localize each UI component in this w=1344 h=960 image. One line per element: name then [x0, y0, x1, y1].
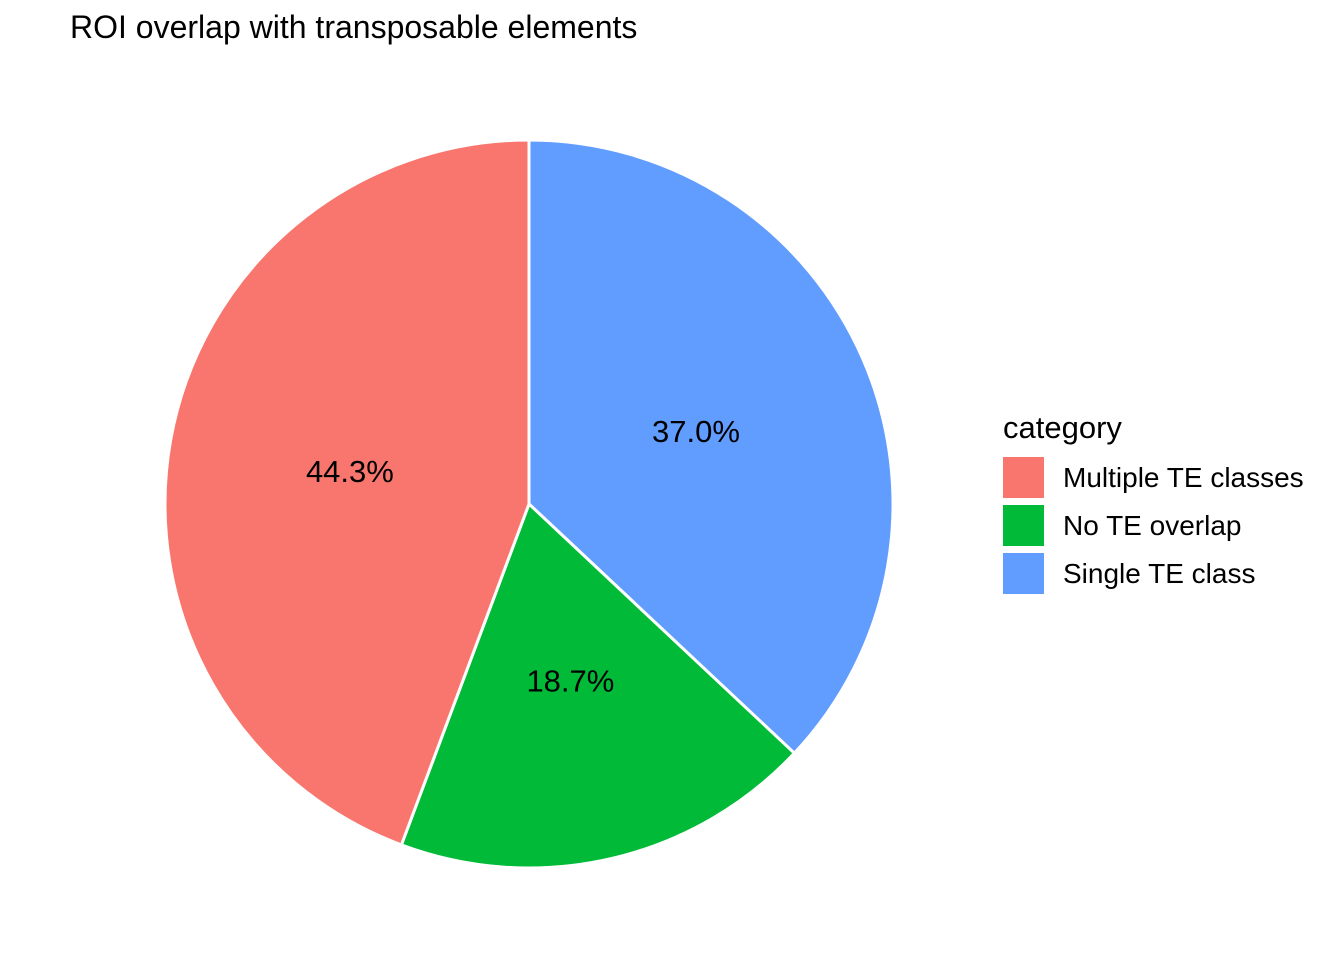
- legend-swatch-1: [1003, 505, 1044, 546]
- legend-swatch-0: [1003, 457, 1044, 498]
- chart-title: ROI overlap with transposable elements: [70, 9, 638, 45]
- legend: category Multiple TE classes No TE overl…: [1003, 412, 1304, 601]
- legend-item: Multiple TE classes: [1003, 457, 1304, 498]
- legend-label: Single TE class: [1063, 557, 1256, 589]
- legend-item: No TE overlap: [1003, 505, 1304, 546]
- pie-slice-no-te-overlap: [399, 502, 796, 870]
- pie-slice-value-label: 44.3%: [306, 454, 394, 489]
- legend-label: No TE overlap: [1063, 509, 1242, 541]
- legend-title: category: [1003, 410, 1122, 445]
- legend-label: Multiple TE classes: [1063, 461, 1304, 493]
- pie-slice-value-label: 37.0%: [652, 414, 740, 449]
- pie-slice-value-label: 18.7%: [526, 664, 614, 699]
- legend-item: Single TE class: [1003, 553, 1304, 594]
- pie-slice-single-te-class: [527, 138, 895, 755]
- legend-swatch-2: [1003, 553, 1044, 594]
- pie-slice-labels: 37.0% 18.7% 44.3%: [306, 414, 740, 699]
- pie-slice-multiple-te-classes: [163, 138, 531, 847]
- pie-slices: [163, 138, 895, 870]
